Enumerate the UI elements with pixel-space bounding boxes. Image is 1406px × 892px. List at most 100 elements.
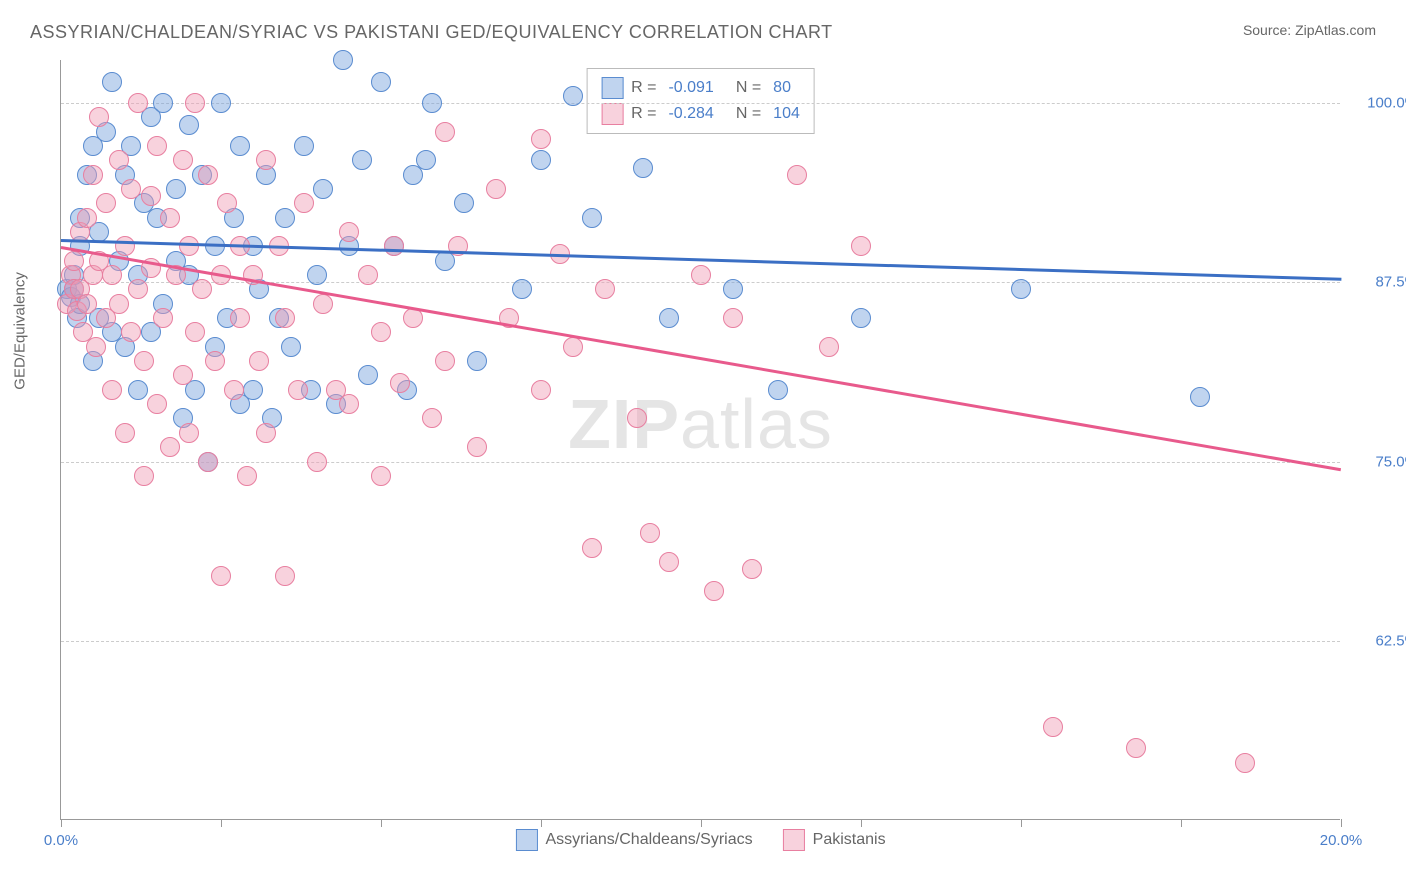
legend-n-label: N =	[736, 105, 761, 123]
scatter-point	[1190, 387, 1210, 407]
scatter-point	[467, 437, 487, 457]
scatter-point	[422, 408, 442, 428]
scatter-point	[77, 294, 97, 314]
scatter-point	[128, 279, 148, 299]
scatter-point	[256, 150, 276, 170]
scatter-point	[249, 351, 269, 371]
chart-source: Source: ZipAtlas.com	[1243, 22, 1376, 38]
scatter-point	[563, 86, 583, 106]
scatter-point	[211, 566, 231, 586]
scatter-point	[384, 236, 404, 256]
scatter-point	[102, 72, 122, 92]
scatter-point	[307, 452, 327, 472]
scatter-point	[819, 337, 839, 357]
scatter-point	[1126, 738, 1146, 758]
legend-n-value: 80	[773, 79, 791, 97]
scatter-point	[358, 365, 378, 385]
legend-n-value: 104	[773, 105, 800, 123]
gridline	[61, 462, 1340, 463]
scatter-point	[422, 93, 442, 113]
scatter-point	[275, 208, 295, 228]
scatter-point	[86, 337, 106, 357]
scatter-point	[109, 294, 129, 314]
scatter-point	[390, 373, 410, 393]
scatter-point	[627, 408, 647, 428]
scatter-point	[352, 150, 372, 170]
legend-r-value: -0.091	[668, 79, 713, 97]
scatter-point	[64, 251, 84, 271]
x-tick	[221, 819, 222, 827]
scatter-point	[294, 193, 314, 213]
scatter-point	[633, 158, 653, 178]
legend-row: R = -0.284 N = 104	[601, 101, 800, 127]
scatter-point	[128, 380, 148, 400]
scatter-point	[1011, 279, 1031, 299]
scatter-point	[115, 423, 135, 443]
y-tick-label: 62.5%	[1375, 632, 1406, 649]
scatter-point	[147, 394, 167, 414]
scatter-point	[275, 566, 295, 586]
scatter-point	[109, 150, 129, 170]
scatter-point	[723, 308, 743, 328]
y-tick-label: 100.0%	[1367, 95, 1406, 112]
scatter-point	[179, 236, 199, 256]
scatter-point	[160, 208, 180, 228]
scatter-point	[281, 337, 301, 357]
legend-r-label: R =	[631, 105, 656, 123]
scatter-point	[230, 308, 250, 328]
scatter-point	[640, 523, 660, 543]
scatter-point	[173, 365, 193, 385]
y-tick-label: 75.0%	[1375, 453, 1406, 470]
scatter-point	[217, 193, 237, 213]
scatter-point	[141, 186, 161, 206]
legend-swatch	[515, 829, 537, 851]
scatter-point	[256, 423, 276, 443]
plot-area: ZIPatlas R =-0.091N =80R =-0.284N =104 A…	[60, 60, 1340, 820]
scatter-point	[371, 322, 391, 342]
scatter-point	[211, 93, 231, 113]
scatter-point	[416, 150, 436, 170]
scatter-point	[768, 380, 788, 400]
x-tick-label: 20.0%	[1320, 832, 1363, 849]
scatter-point	[237, 466, 257, 486]
scatter-point	[563, 337, 583, 357]
scatter-point	[339, 394, 359, 414]
legend-row: R =-0.091N =80	[601, 75, 800, 101]
scatter-point	[467, 351, 487, 371]
scatter-point	[435, 122, 455, 142]
scatter-point	[166, 179, 186, 199]
x-tick	[1021, 819, 1022, 827]
scatter-point	[121, 179, 141, 199]
scatter-point	[198, 452, 218, 472]
scatter-point	[121, 322, 141, 342]
scatter-point	[851, 236, 871, 256]
scatter-point	[371, 72, 391, 92]
scatter-point	[275, 308, 295, 328]
legend-swatch	[783, 829, 805, 851]
correlation-legend: R =-0.091N =80 R = -0.284 N = 104	[586, 68, 815, 134]
scatter-point	[243, 380, 263, 400]
chart-title: ASSYRIAN/CHALDEAN/SYRIAC VS PAKISTANI GE…	[30, 22, 833, 43]
legend-r-value: -0.284	[668, 105, 713, 123]
scatter-point	[531, 380, 551, 400]
scatter-point	[179, 115, 199, 135]
scatter-point	[691, 265, 711, 285]
scatter-point	[313, 179, 333, 199]
x-tick	[541, 819, 542, 827]
y-axis-label: GED/Equivalency	[12, 272, 29, 390]
scatter-point	[224, 380, 244, 400]
scatter-point	[160, 437, 180, 457]
scatter-point	[333, 50, 353, 70]
scatter-point	[153, 93, 173, 113]
legend-label: Assyrians/Chaldeans/Syriacs	[545, 831, 752, 849]
scatter-point	[307, 265, 327, 285]
scatter-point	[205, 236, 225, 256]
scatter-point	[288, 380, 308, 400]
scatter-point	[403, 308, 423, 328]
scatter-point	[96, 193, 116, 213]
gridline	[61, 103, 1340, 104]
watermark: ZIPatlas	[568, 384, 833, 464]
scatter-point	[582, 208, 602, 228]
y-tick-label: 87.5%	[1375, 274, 1406, 291]
scatter-point	[134, 466, 154, 486]
